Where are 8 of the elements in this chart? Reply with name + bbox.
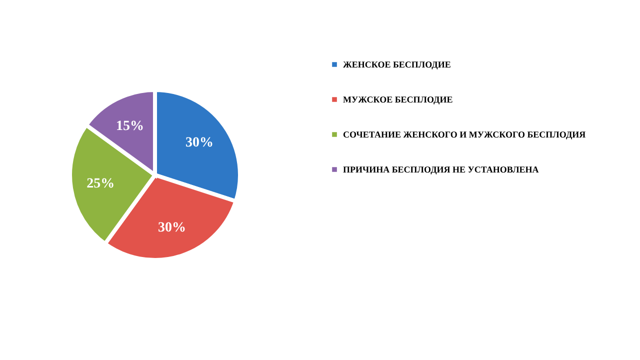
data-label: 25% (86, 176, 115, 192)
legend-label: ЖЕНСКОЕ БЕСПЛОДИЕ (343, 60, 451, 70)
data-label: 15% (116, 118, 144, 134)
legend-label: МУЖСКОЕ БЕСПЛОДИЕ (343, 94, 453, 104)
data-label: 30% (185, 136, 214, 151)
legend-label: ПРИЧИНА БЕСПЛОДИЯ НЕ УСТАНОВЛЕНА (343, 164, 540, 174)
legend-label: СОЧЕТАНИЕ ЖЕНСКОГО И МУЖСКОГО БЕСПЛОДИЯ (343, 130, 586, 140)
data-label: 30% (158, 220, 186, 236)
